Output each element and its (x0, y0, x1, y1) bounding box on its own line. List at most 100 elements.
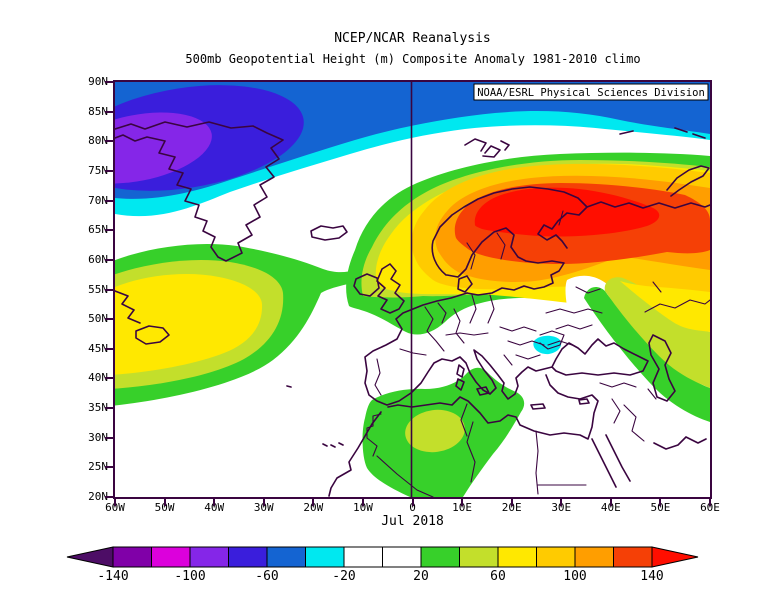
lat-tick-mark (105, 140, 113, 143)
coastline-scandinavia (431, 186, 588, 276)
coastline-iceland (310, 225, 348, 241)
lat-tick-label: 75N (88, 163, 108, 177)
lon-tick-mark (659, 499, 662, 506)
coastline-greenland (115, 121, 284, 262)
coastline-baltic (446, 227, 565, 296)
lat-tick-mark (105, 377, 113, 380)
title-line-2: 500mb Geopotential Height (m) Composite … (185, 52, 641, 66)
colorbar-segment (343, 546, 383, 568)
coastline-svalbard (464, 130, 634, 158)
lat-tick-mark (105, 466, 113, 469)
lon-tick-mark (114, 499, 116, 506)
map-plot-area: NOAA/ESRL Physical Sciences Division (113, 80, 712, 499)
colorbar-segment (266, 546, 306, 568)
coastline-newfoundland (115, 290, 170, 345)
contour-violet-greenland-core (115, 112, 212, 184)
lat-tick-label: 35N (88, 401, 108, 415)
borders-europe (374, 210, 603, 396)
lat-tick-label: 25N (88, 460, 108, 474)
colorbar-segment (382, 546, 422, 568)
lat-tick-mark (105, 229, 113, 232)
lon-tick-label: 20W (303, 501, 324, 514)
positive-anomaly-fills (115, 152, 710, 497)
colorbar-segment (305, 546, 345, 568)
lat-tick-mark (105, 288, 113, 291)
colorbar-segment (228, 546, 268, 568)
lat-tick-label: 65N (88, 223, 108, 237)
lon-tick-mark (262, 499, 265, 506)
lon-tick-label: 30E (551, 501, 572, 514)
colorbar-segment (151, 546, 191, 568)
negative-anomaly-fills (115, 82, 710, 217)
noaa-watermark-text: NOAA/ESRL Physical Sciences Division (477, 87, 705, 99)
country-borders (366, 210, 710, 497)
lat-tick-mark (105, 199, 113, 202)
title-line-1: NCEP/NCAR Reanalysis (334, 31, 491, 46)
lon-tick-mark (609, 499, 612, 506)
coastline-barents (586, 201, 710, 209)
lat-tick-mark (105, 496, 113, 498)
lon-tick-label: 60W (105, 501, 125, 514)
contour-green-caucasus-arm (584, 287, 710, 422)
lat-tick-label: 85N (88, 104, 108, 118)
lon-tick-label: 40W (204, 501, 225, 514)
colorbar-segment (497, 546, 537, 568)
lon-tick-mark (213, 499, 216, 506)
lat-tick-label: 55N (88, 282, 108, 296)
colorbar-tick-label: -140 (97, 569, 129, 584)
contour-red-core-scandinavia (474, 187, 660, 237)
lat-tick-label: 90N (88, 75, 108, 88)
coastline-middle-east (591, 434, 707, 488)
coastlines (115, 121, 710, 497)
colorbar-tick-label: -100 (174, 569, 206, 584)
lon-tick-mark (411, 499, 414, 506)
colorbar-tick-label: -60 (255, 569, 279, 584)
lon-tick-mark (461, 499, 464, 506)
borders-middle-east (599, 281, 710, 442)
lat-tick-label: 50N (88, 312, 108, 326)
lon-tick-mark (560, 499, 563, 506)
colorbar-tick-label: -20 (332, 569, 356, 584)
noaa-watermark-box: NOAA/ESRL Physical Sciences Division (473, 83, 709, 101)
lon-tick-label: 10W (352, 501, 373, 514)
lon-tick-label: 30W (253, 501, 274, 514)
lon-tick-label: 10E (452, 501, 473, 514)
lat-tick-label: 45N (88, 341, 108, 355)
lon-tick-mark (709, 499, 711, 506)
colorbar-tick-label: 140 (640, 569, 664, 584)
contour-yellowgreen-algeria-core (405, 409, 465, 453)
coastline-europe-mediterranean (328, 292, 649, 497)
lat-tick-mark (105, 81, 113, 83)
contour-yellow-caspian (620, 281, 710, 332)
lat-tick-label: 20N (88, 490, 108, 503)
colorbar-segment (613, 546, 653, 568)
contour-cyan-romania (533, 335, 562, 355)
lon-tick-label: 60E (700, 501, 720, 514)
colorbar-arrow-right (651, 546, 699, 568)
coastline-caspian (648, 334, 676, 402)
anomaly-map: NOAA/ESRL Physical Sciences Division (115, 82, 710, 497)
lon-tick-mark (361, 499, 364, 506)
coastline-islands-mediterranean (286, 364, 590, 448)
coastline-ireland (353, 273, 380, 297)
lat-tick-mark (105, 258, 113, 261)
colorbar-tick-label: 20 (413, 569, 429, 584)
lon-tick-label: 20E (501, 501, 522, 514)
lat-tick-label: 80N (88, 134, 108, 148)
colorbar-segment (459, 546, 499, 568)
lon-tick-label: 50E (650, 501, 671, 514)
colorbar-tick-label: 100 (563, 569, 587, 584)
lat-tick-label: 30N (88, 430, 108, 444)
lon-tick-mark (312, 499, 315, 506)
lon-tick-mark (510, 499, 513, 506)
colorbar-arrow-left (66, 546, 114, 568)
lat-tick-mark (105, 169, 113, 172)
lat-tick-mark (105, 407, 113, 410)
colorbar-segment (189, 546, 229, 568)
colorbar-segment (574, 546, 614, 568)
borders-north-africa (366, 403, 587, 497)
coastline-novaya-zemlya (666, 127, 710, 197)
lon-tick-label: 0 (409, 501, 416, 514)
colorbar (66, 546, 699, 568)
